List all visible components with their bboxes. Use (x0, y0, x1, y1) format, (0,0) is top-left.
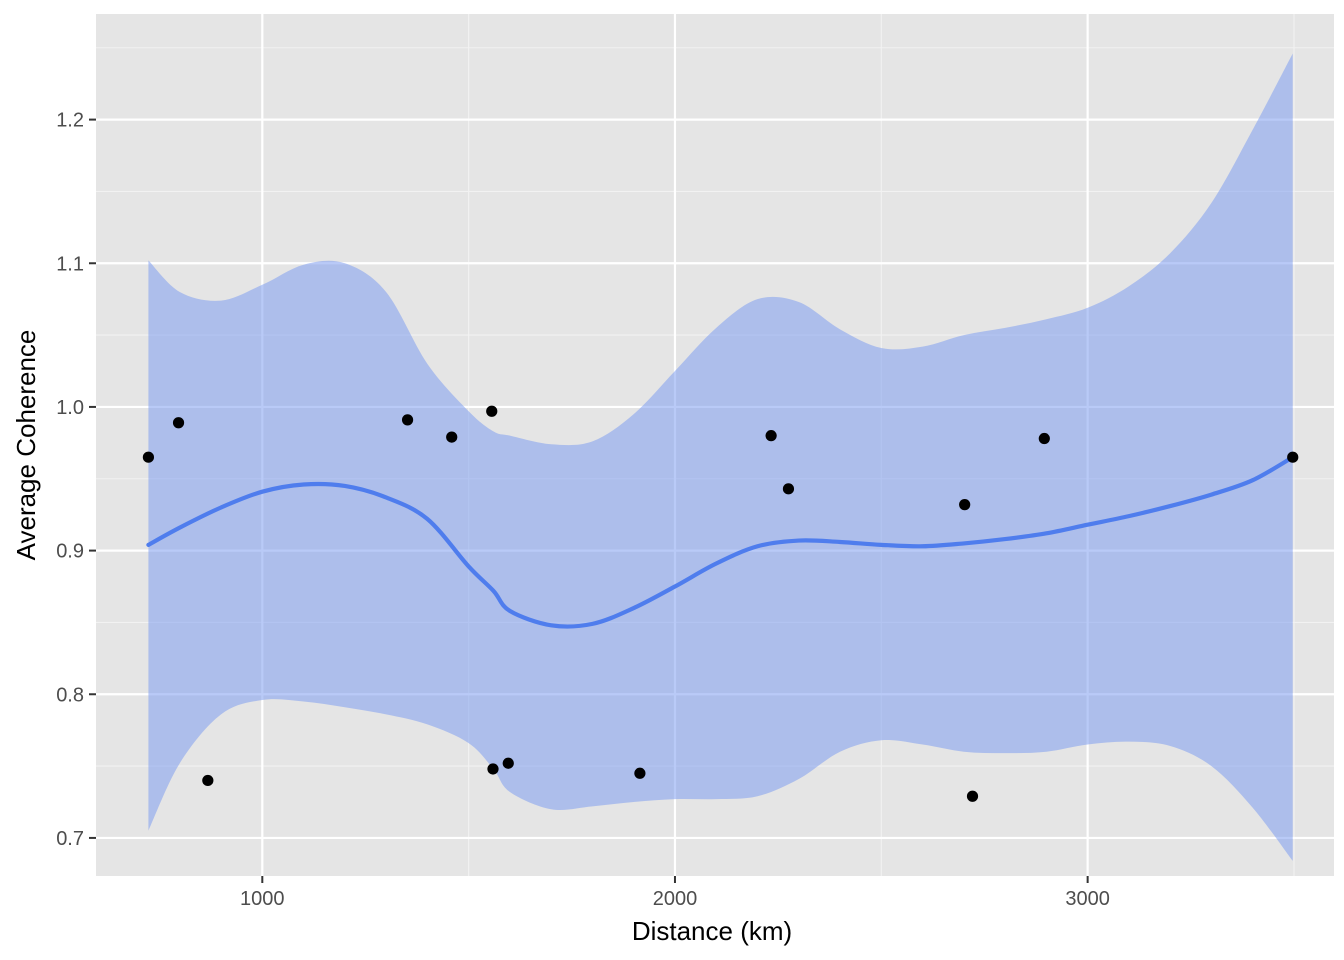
data-points (142, 405, 1299, 802)
y-axis: 0.7 0.8 0.9 1.0 1.1 1.2 (56, 110, 96, 850)
data-point (959, 499, 971, 511)
y-tick-label: 1.2 (56, 110, 84, 132)
data-point (202, 774, 214, 787)
y-tick-label: 0.9 (56, 541, 84, 563)
confidence-ribbon-layer (148, 53, 1293, 861)
data-point (142, 451, 155, 463)
data-point (446, 431, 458, 443)
y-tick-label: 1.1 (56, 253, 84, 275)
data-point (765, 430, 777, 442)
data-point (782, 483, 795, 495)
data-point (502, 757, 514, 769)
data-point (1287, 451, 1299, 463)
data-point (172, 417, 185, 429)
data-point (966, 790, 979, 802)
data-point (634, 767, 646, 779)
x-tick-label: 1000 (240, 888, 285, 910)
x-axis: 1000 2000 3000 (240, 876, 1110, 910)
smooth-line-layer (146, 455, 1295, 629)
y-axis-title: Average Coherence (11, 330, 41, 561)
confidence-ribbon (148, 53, 1293, 861)
data-point (487, 763, 499, 775)
y-tick-label: 0.7 (56, 828, 84, 850)
y-tick-label: 0.8 (56, 684, 84, 706)
x-axis-title: Distance (km) (632, 916, 792, 946)
data-point (401, 414, 414, 426)
data-point (486, 405, 498, 417)
x-tick-label: 3000 (1065, 888, 1110, 910)
data-point (1038, 432, 1050, 445)
x-tick-label: 2000 (653, 888, 698, 910)
smooth-line (146, 455, 1295, 629)
y-tick-label: 1.0 (56, 397, 84, 419)
